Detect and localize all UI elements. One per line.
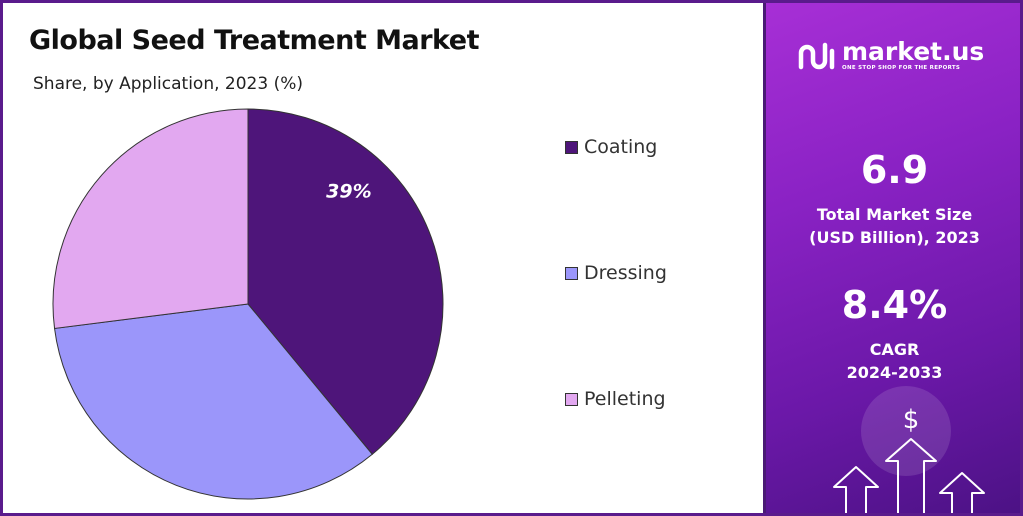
market-size-value: 6.9 <box>860 148 929 192</box>
pie-slice-dressing[interactable] <box>53 303 374 500</box>
market-size-label: Total Market Size (USD Billion), 2023 <box>809 205 980 247</box>
market-us-logo-icon <box>798 42 835 70</box>
legend-item-dressing[interactable]: Dressing <box>565 262 667 284</box>
pie-slice-coating[interactable] <box>247 108 444 455</box>
chart-subtitle: Share, by Application, 2023 (%) <box>33 74 303 94</box>
brand-logo[interactable]: market.us ONE STOP SHOP FOR THE REPORTS <box>798 39 984 71</box>
pie-data-labels: 39% <box>326 181 371 203</box>
chart-title: Global Seed Treatment Market <box>29 25 480 56</box>
legend-swatch-pelleting <box>565 392 578 406</box>
cagr-label: CAGR 2024-2033 <box>846 340 943 382</box>
chart-panel: Global Seed Treatment Market Share, by A… <box>3 3 763 513</box>
legend-item-pelleting[interactable]: Pelleting <box>565 388 666 410</box>
pie-data-label-coating: 39% <box>326 181 371 203</box>
pie-slice-pelleting[interactable] <box>52 108 249 329</box>
brand-name: market.us <box>842 37 985 66</box>
pie-slices <box>52 108 444 500</box>
legend-label-pelleting: Pelleting <box>584 388 666 410</box>
summary-panel: market.us ONE STOP SHOP FOR THE REPORTS … <box>763 3 1020 513</box>
legend-label-coating: Coating <box>584 136 658 158</box>
legend-swatch-dressing <box>565 266 578 280</box>
pie-chart: 39% <box>52 108 444 500</box>
legend-item-coating[interactable]: Coating <box>565 136 657 158</box>
dollar-icon: $ <box>902 405 920 435</box>
legend-swatch-coating <box>565 140 578 154</box>
growth-arrows-icon <box>833 438 985 513</box>
cagr-value: 8.4% <box>841 283 948 327</box>
legend-label-dressing: Dressing <box>584 262 667 284</box>
brand-tagline: ONE STOP SHOP FOR THE REPORTS <box>842 65 961 71</box>
